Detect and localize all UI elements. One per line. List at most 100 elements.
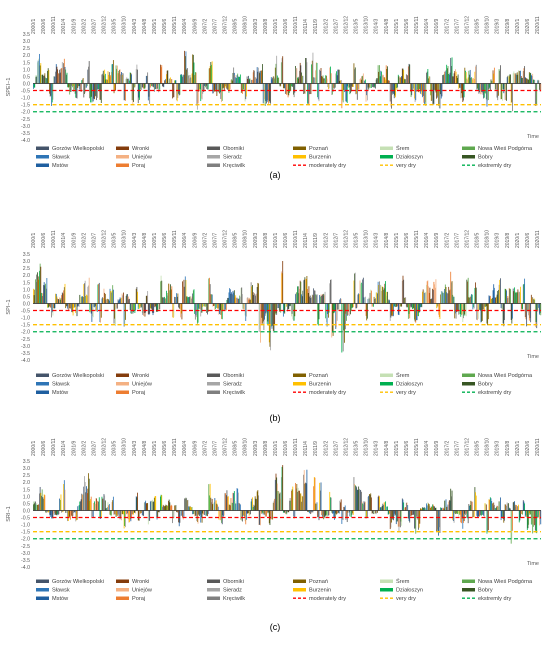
bar (291, 489, 293, 511)
y-tick-label: 2.5 (23, 473, 30, 479)
bar (469, 69, 471, 84)
bar (427, 502, 429, 511)
x-tick-label: 2013/5 (354, 232, 360, 248)
bar (217, 83, 219, 93)
bar (108, 504, 110, 511)
x-tick-label: 2007/12 (223, 16, 229, 34)
x-tick-label: 2013/5 (354, 440, 360, 456)
x-tick-label: 2006/4 (182, 232, 188, 248)
bar (156, 510, 158, 520)
bar (445, 499, 447, 511)
bar (234, 501, 236, 511)
x-tick-label: 2014/3 (374, 18, 380, 34)
bar (354, 69, 356, 84)
bar (109, 288, 111, 304)
legend-label: Śrem (396, 371, 410, 379)
bar (92, 83, 93, 102)
bar (53, 76, 54, 84)
bar (149, 510, 151, 521)
bar (385, 501, 386, 511)
x-tick-label: 2007/7 (212, 18, 218, 34)
bar (465, 510, 467, 514)
bar (207, 303, 208, 315)
bar (99, 83, 101, 100)
bar (218, 303, 220, 315)
bar (140, 303, 142, 308)
bar (80, 83, 81, 90)
bar (241, 83, 243, 94)
bar (395, 510, 397, 525)
bar (516, 506, 518, 511)
bar (59, 299, 61, 304)
bar (432, 289, 434, 304)
bar (301, 75, 303, 84)
bar (346, 510, 348, 523)
bar (478, 510, 480, 517)
bar (239, 503, 241, 511)
bar (89, 500, 91, 511)
bar (299, 70, 300, 84)
bar (510, 510, 512, 544)
bar (280, 62, 282, 84)
legend-label: Nowa Wieś Podgórna (478, 579, 533, 585)
bar (446, 68, 448, 84)
bar (172, 510, 174, 519)
y-tick-label: -3.5 (21, 131, 30, 137)
bar (536, 510, 538, 534)
bar (176, 83, 177, 101)
bar (365, 303, 367, 316)
bar (412, 510, 414, 515)
x-tick-label: 2005/11 (172, 230, 178, 248)
bar (253, 504, 255, 511)
bar (291, 303, 293, 314)
bar (136, 64, 138, 84)
bar (114, 83, 116, 90)
bar (155, 303, 157, 312)
bar (420, 509, 422, 511)
bar (291, 303, 292, 317)
bar (337, 510, 339, 513)
bar (511, 303, 513, 324)
bar (249, 78, 251, 84)
bar (241, 510, 243, 522)
bar (33, 295, 35, 304)
bar (266, 83, 268, 102)
bar (324, 291, 326, 304)
bar (362, 279, 364, 304)
bar (93, 502, 95, 511)
bar (217, 303, 218, 309)
bar (379, 76, 381, 84)
bar (489, 83, 491, 91)
bar (305, 483, 307, 511)
bar (327, 83, 329, 90)
bar (383, 75, 384, 84)
bar (283, 83, 285, 89)
bar (44, 285, 46, 304)
x-tick-label: 2011/4 (303, 441, 309, 456)
bar (295, 68, 297, 84)
bar (174, 505, 175, 511)
bar (461, 303, 463, 315)
bar (380, 70, 382, 84)
bar (272, 77, 274, 84)
bar (449, 72, 451, 84)
bar (439, 83, 441, 109)
bar (258, 67, 259, 84)
bar (374, 83, 376, 87)
bar (510, 74, 511, 84)
bar (471, 501, 473, 511)
bar (203, 303, 204, 307)
bar (161, 280, 163, 304)
bar (43, 76, 44, 84)
bar (450, 271, 452, 304)
bar (37, 62, 38, 84)
x-tick-label: 2010/1 (273, 18, 279, 34)
bar (159, 510, 161, 513)
bar (209, 495, 210, 511)
bar (158, 303, 160, 310)
bar (368, 297, 370, 304)
bar (495, 297, 497, 304)
bar (176, 83, 178, 102)
x-tick-label: 2002/12 (102, 16, 108, 34)
bar (379, 496, 380, 511)
